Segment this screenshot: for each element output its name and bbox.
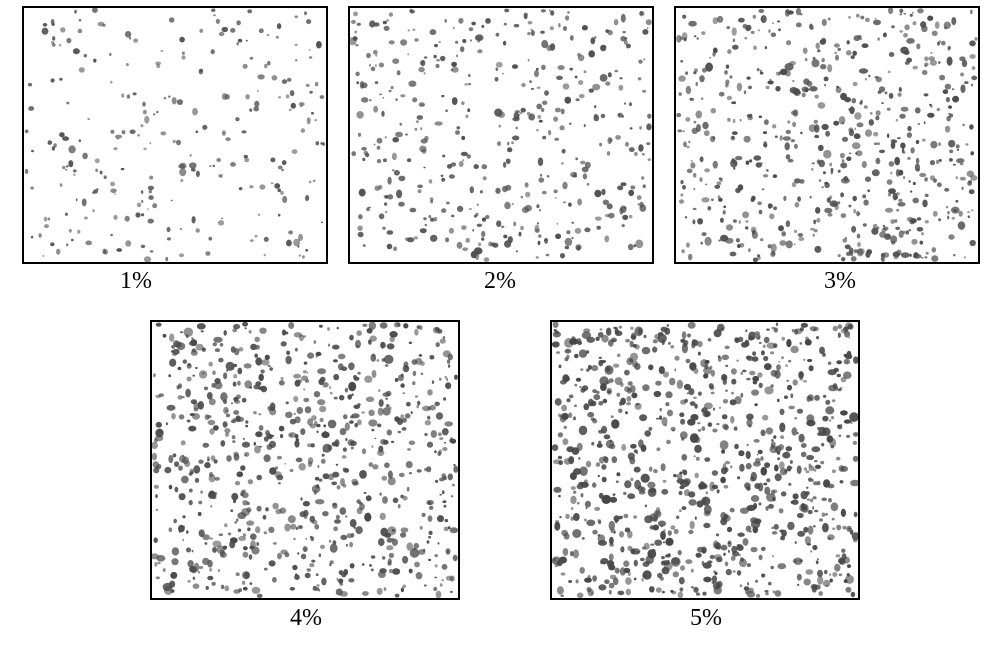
panel-1pct [22,6,328,264]
panel-svg [150,320,460,600]
panel-5pct [550,320,860,600]
caption-2pct: 2% [484,268,516,295]
panel-svg [550,320,860,600]
panel-svg [348,6,654,264]
caption-3pct: 3% [824,268,856,295]
density-figure: 1% 2% 3% 4% 5% [0,0,1000,655]
panel-4pct [150,320,460,600]
panel-svg [674,6,980,264]
panel-svg [22,6,328,264]
caption-1pct: 1% [120,268,152,295]
panel-3pct [674,6,980,264]
caption-5pct: 5% [690,605,722,632]
caption-4pct: 4% [290,605,322,632]
panel-2pct [348,6,654,264]
